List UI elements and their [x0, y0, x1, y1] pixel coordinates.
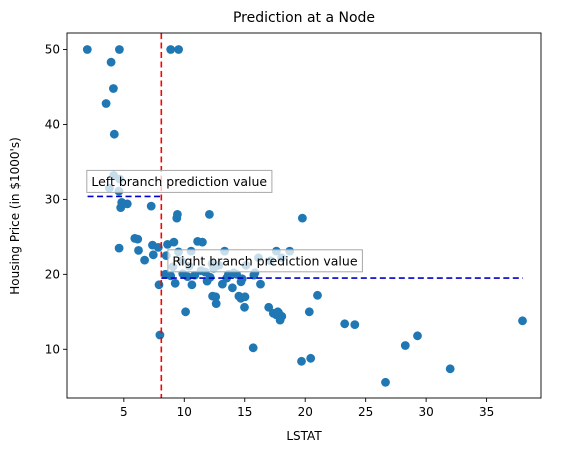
data-point [155, 330, 165, 340]
left-branch-annotation: Left branch prediction value [86, 169, 273, 193]
data-point [181, 307, 191, 317]
plot-frame [66, 32, 542, 399]
lines-layer [87, 33, 523, 398]
y-tick-label: 10 [45, 342, 60, 356]
data-point [174, 45, 184, 54]
data-point [114, 243, 124, 253]
data-point [133, 234, 143, 244]
data-point [116, 203, 126, 213]
x-tick-label: 35 [479, 405, 494, 419]
data-point [264, 302, 274, 312]
data-point [240, 292, 250, 302]
data-point [297, 356, 306, 366]
data-point [170, 278, 180, 288]
data-point [350, 320, 360, 329]
data-point [228, 283, 237, 293]
data-point [275, 315, 285, 325]
data-point [106, 57, 116, 67]
annotation-box [167, 249, 363, 273]
y-tick-label: 20 [45, 267, 60, 281]
annotation-text: Left branch prediction value [91, 174, 267, 189]
data-point [518, 316, 527, 326]
data-point [400, 341, 410, 350]
data-point [109, 84, 118, 93]
data-point [256, 279, 265, 289]
x-tick-label: 15 [237, 405, 252, 419]
data-point [298, 213, 307, 223]
y-tick-label: 30 [45, 192, 60, 206]
annotation-text: Right branch prediction value [172, 253, 357, 268]
x-tick-label: 10 [177, 405, 192, 419]
data-point [306, 353, 316, 363]
y-axis-title: Housing Price (in $1000's) [8, 137, 22, 295]
y-tick-label: 40 [45, 117, 60, 131]
x-tick-label: 5 [120, 405, 128, 419]
x-tick-label: 20 [298, 405, 313, 419]
annotation-box [86, 169, 273, 193]
chart-title: Prediction at a Node [233, 10, 375, 26]
data-point [82, 45, 92, 54]
data-point [140, 255, 150, 265]
data-point [146, 201, 156, 211]
y-tick-label: 50 [45, 42, 60, 56]
data-point [198, 237, 207, 247]
data-point [153, 243, 163, 252]
data-point [101, 99, 111, 108]
y-ticks: 10 20 30 40 50 [45, 42, 67, 356]
right-branch-annotation: Right branch prediction value [167, 249, 363, 273]
x-tick-label: 25 [358, 405, 373, 419]
data-point [109, 129, 119, 139]
x-ticks: 5 10 15 20 25 30 35 [120, 398, 494, 419]
data-point [304, 307, 314, 317]
data-point [211, 292, 221, 302]
x-tick-label: 30 [418, 405, 433, 419]
data-point [148, 250, 158, 260]
data-point [169, 237, 179, 247]
data-point [413, 331, 422, 341]
data-point [134, 246, 143, 255]
data-point [248, 343, 258, 353]
data-point [340, 319, 350, 329]
data-point [211, 299, 221, 308]
annotations-layer: Left branch prediction value Right branch… [86, 169, 363, 273]
data-point [166, 45, 176, 54]
data-point [313, 290, 322, 300]
data-point [115, 45, 124, 54]
data-point [173, 210, 182, 219]
data-point [381, 377, 390, 387]
data-point [205, 210, 214, 219]
x-axis-title: LSTAT [286, 429, 322, 443]
data-point [240, 302, 249, 312]
data-point [445, 364, 455, 374]
data-point [187, 280, 197, 290]
